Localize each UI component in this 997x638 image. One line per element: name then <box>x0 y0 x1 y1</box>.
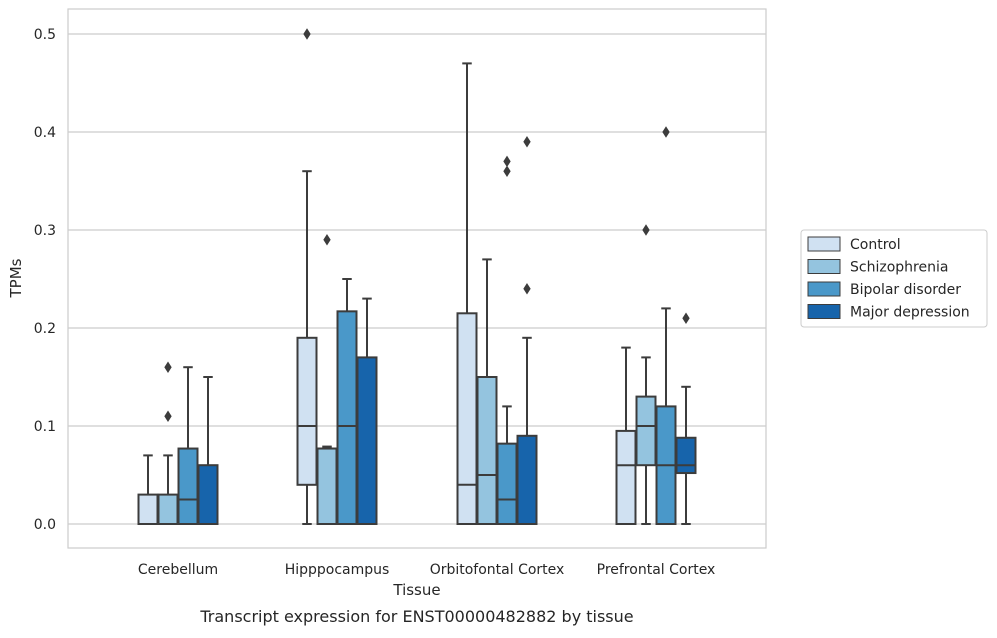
x-tick-label: Cerebellum <box>138 562 218 578</box>
y-tick-label: 0.3 <box>34 223 56 239</box>
x-tick-labels: Cerebellum Hipppocampus Orbitofontal Corte… <box>138 562 715 578</box>
box-3-0 <box>615 346 637 525</box>
y-tick-label: 0.0 <box>34 517 56 533</box>
legend: Control Schizophrenia Bipolar disorder Majo… <box>800 229 988 328</box>
box-body <box>476 376 498 525</box>
y-tick-label: 0.1 <box>34 419 56 435</box>
plot-frame <box>67 8 767 549</box>
outlier-point <box>503 155 511 168</box>
box-body <box>635 395 657 467</box>
box-body <box>157 493 179 526</box>
box-0-2 <box>177 366 199 526</box>
outlier-point <box>503 165 511 177</box>
box-2-1 <box>476 258 498 525</box>
legend-box <box>800 229 988 328</box>
legend-label: Control <box>850 237 901 253</box>
legend-label: Bipolar disorder <box>850 282 961 298</box>
box-2-3 <box>516 136 538 525</box>
outlier-point <box>523 136 531 148</box>
outlier-point <box>303 28 311 40</box>
box-0-0 <box>137 454 159 526</box>
box-body <box>456 312 478 525</box>
box-0-1 <box>157 361 179 526</box>
outlier-point <box>164 410 172 422</box>
box-1-2 <box>336 278 358 525</box>
outlier-point <box>523 283 531 295</box>
legend-swatch <box>807 236 841 252</box>
box-3-3 <box>675 312 697 525</box>
box-body <box>516 434 538 525</box>
y-tick-label: 0.2 <box>34 321 56 337</box>
outlier-point <box>323 234 331 246</box>
box-0-3 <box>197 376 219 526</box>
box-2-2 <box>496 155 518 526</box>
y-tick-label: 0.5 <box>34 27 56 43</box>
outlier-point <box>662 126 670 138</box>
outlier-point <box>164 361 172 373</box>
y-tick-labels: 0.0 0.1 0.2 0.3 0.4 0.5 <box>34 27 56 533</box>
legend-swatch <box>807 281 841 297</box>
chart-title: Transcript expression for ENST0000048288… <box>199 607 633 626</box>
legend-label: Major depression <box>850 305 970 321</box>
box-body <box>316 447 338 526</box>
legend-items: Control Schizophrenia Bipolar disorder Majo… <box>807 236 970 321</box>
x-tick-label: Orbitofontal Cortex <box>430 562 565 578</box>
outlier-point <box>642 224 650 236</box>
box-body <box>197 464 219 526</box>
y-tick-label: 0.4 <box>34 125 56 141</box>
box-body <box>137 493 159 526</box>
box-body <box>675 436 697 475</box>
box-body <box>296 336 318 486</box>
y-axis-label: TPMs <box>7 258 25 298</box>
outlier-point <box>682 312 690 324</box>
box-body <box>177 447 199 526</box>
box-body <box>496 442 518 526</box>
box-1-3 <box>356 297 378 525</box>
box-body <box>356 356 378 525</box>
x-tick-label: Prefrontal Cortex <box>597 562 716 578</box>
box-3-1 <box>635 224 657 525</box>
legend-label: Schizophrenia <box>850 260 948 276</box>
x-axis-label: Tissue <box>392 581 440 599</box>
box-layer <box>137 28 697 526</box>
x-tick-label: Hipppocampus <box>285 562 390 578</box>
box-body <box>336 310 358 525</box>
box-1-0 <box>296 28 318 525</box>
legend-swatch <box>807 259 841 274</box>
box-3-2 <box>655 126 677 525</box>
box-body <box>615 429 637 525</box>
box-1-1 <box>316 234 338 526</box>
legend-swatch <box>807 304 841 319</box>
